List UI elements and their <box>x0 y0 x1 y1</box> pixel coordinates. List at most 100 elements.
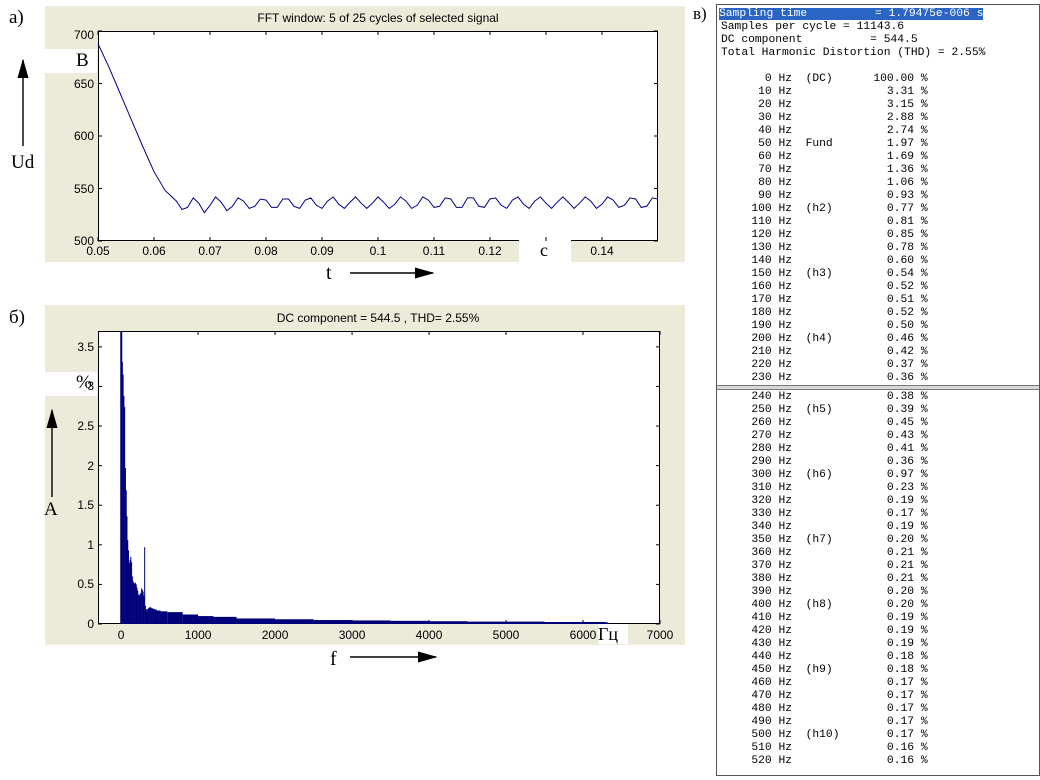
harmonic-frequency: 100 Hz <box>731 203 793 215</box>
harmonic-row: 450 Hz (h9) 0.18 % <box>731 664 927 677</box>
harmonic-row: 20 Hz 3.15 % <box>731 99 928 112</box>
percent-patch <box>45 372 97 396</box>
spectrum-bar <box>156 610 158 624</box>
harmonic-tag <box>792 586 846 598</box>
spectrum-bar <box>125 490 127 624</box>
harmonic-value: 0.19 % <box>846 638 928 650</box>
harmonic-tag: Fund <box>792 138 847 150</box>
harmonic-value: 1.97 % <box>846 138 928 150</box>
harmonic-value: 0.46 % <box>846 333 928 345</box>
harmonic-value: 0.19 % <box>846 625 928 637</box>
harmonic-frequency: 90 Hz <box>731 190 793 202</box>
harmonic-tag <box>792 359 846 371</box>
unit-v-patch <box>45 49 97 73</box>
harmonic-frequency: 430 Hz <box>731 638 793 650</box>
harmonic-row: 340 Hz 0.19 % <box>731 521 927 534</box>
harmonic-tag <box>792 294 846 306</box>
bottom-y-tick-label: 1 <box>87 537 94 552</box>
bottom-x-tick-label: 2000 <box>261 628 289 642</box>
spectrum-bar <box>159 610 161 624</box>
harmonic-value: 0.17 % <box>846 690 928 702</box>
spectrum-bar <box>151 608 153 624</box>
harmonic-frequency: 360 Hz <box>731 547 793 559</box>
harmonic-tag <box>792 547 846 559</box>
spectrum-bar <box>124 407 126 624</box>
harmonic-tag: (h8) <box>792 599 847 611</box>
harmonic-frequency: 450 Hz <box>731 664 793 676</box>
harmonic-row: 510 Hz 0.16 % <box>731 742 927 755</box>
spectrum-bar <box>135 584 137 624</box>
harmonic-value: 0.23 % <box>846 482 928 494</box>
console-split-divider[interactable] <box>717 385 1039 390</box>
harmonic-row: 110 Hz 0.81 % <box>731 216 927 229</box>
harmonic-tag <box>792 443 846 455</box>
harmonic-row: 490 Hz 0.17 % <box>731 716 928 729</box>
harmonic-tag: (h5) <box>792 404 847 416</box>
spectrum-bar <box>129 559 131 624</box>
harmonic-row: 100 Hz (h2) 0.77 % <box>731 203 927 216</box>
spectrum-bar <box>148 607 150 624</box>
harmonic-row: 70 Hz 1.36 % <box>731 164 928 177</box>
bottom-chart-title: DC component = 544.5 , THD= 2.55% <box>276 311 480 325</box>
harmonic-value: 0.17 % <box>846 716 928 728</box>
spectrum-bar <box>544 622 584 624</box>
harmonic-value: 0.78 % <box>846 242 928 254</box>
spectrum-bar <box>132 581 134 624</box>
bottom-y-tick-label: 0.5 <box>77 577 94 592</box>
top-x-tick-label: 0.12 <box>478 244 502 258</box>
harmonic-frequency: 70 Hz <box>731 164 793 176</box>
harmonic-frequency: 120 Hz <box>731 229 793 241</box>
harmonic-value: 3.31 % <box>846 86 928 98</box>
harmonic-row: 390 Hz 0.20 % <box>731 586 927 599</box>
harmonic-row: 170 Hz 0.51 % <box>731 294 927 307</box>
spectrum-bar <box>167 612 183 624</box>
spectrum-bar <box>151 608 153 624</box>
spectrum-bar <box>130 556 132 624</box>
harmonic-frequency: 290 Hz <box>731 456 793 468</box>
harmonic-row: 330 Hz 0.17 % <box>731 508 927 521</box>
top-x-tick-label: 0.05 <box>86 244 110 258</box>
bottom-x-tick-label: 5000 <box>492 628 520 642</box>
spectrum-bar <box>467 621 507 624</box>
harmonics-console[interactable]: Sampling time = 1.79475e-006 s Samples p… <box>716 4 1040 776</box>
spectrum-bar <box>154 609 156 624</box>
top-chart-title: FFT window: 5 of 25 cycles of selected s… <box>257 11 499 25</box>
spectrum-bar <box>128 550 130 624</box>
spectrum-bar <box>141 589 143 624</box>
spectrum-bar <box>128 563 130 624</box>
harmonic-frequency: 310 Hz <box>731 482 793 494</box>
top-x-tick-label: 0.11 <box>422 244 446 258</box>
spectrum-bar <box>161 611 168 624</box>
harmonic-tag <box>792 482 846 494</box>
harmonic-frequency: 230 Hz <box>731 372 793 384</box>
harmonic-value: 1.36 % <box>846 164 928 176</box>
bottom-x-tick-label: 0 <box>117 628 125 642</box>
spectrum-bar <box>155 609 157 624</box>
harmonic-tag <box>792 651 846 663</box>
ud-series-line <box>97 43 659 214</box>
hz-patch <box>598 624 628 644</box>
spectrum-bar <box>148 608 150 624</box>
spectrum-bar <box>145 608 147 624</box>
harmonic-tag <box>792 307 846 319</box>
spectrum-bar <box>140 593 142 624</box>
harmonic-tag <box>792 320 846 332</box>
harmonic-frequency: 270 Hz <box>731 430 793 442</box>
harmonic-frequency: 30 Hz <box>731 112 793 124</box>
harmonic-frequency: 510 Hz <box>731 742 793 754</box>
sampling-time-line[interactable]: Sampling time = 1.79475e-006 s <box>719 8 984 20</box>
spectrum-bar <box>144 605 146 624</box>
spectrum-bar <box>144 547 146 624</box>
panel-c-label: в) <box>693 4 707 23</box>
harmonic-row: 320 Hz 0.19 % <box>731 495 927 508</box>
harmonic-frequency: 200 Hz <box>731 333 793 345</box>
harmonic-tag <box>792 177 846 189</box>
harmonic-frequency: 150 Hz <box>731 268 793 280</box>
ud-axis-label: Ud <box>11 152 35 173</box>
top-x-tick-label: 0.1 <box>369 244 387 258</box>
harmonic-value: 3.15 % <box>846 99 928 111</box>
harmonic-value: 0.85 % <box>846 229 928 241</box>
harmonic-tag <box>792 716 846 728</box>
harmonic-row: 280 Hz 0.41 % <box>731 443 927 456</box>
f-axis-label: f <box>330 648 337 670</box>
